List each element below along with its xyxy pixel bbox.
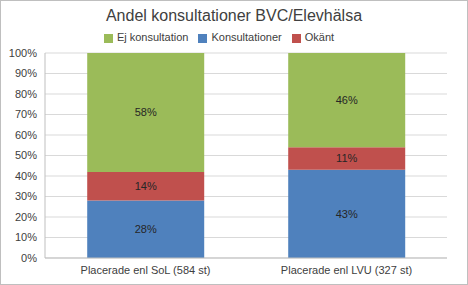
svg-text:Placerade enl SoL (584 st): Placerade enl SoL (584 st) — [81, 264, 211, 276]
svg-text:50%: 50% — [15, 149, 37, 161]
svg-text:100%: 100% — [9, 47, 37, 59]
svg-text:20%: 20% — [15, 211, 37, 223]
svg-text:60%: 60% — [15, 129, 37, 141]
svg-text:10%: 10% — [15, 231, 37, 243]
svg-text:43%: 43% — [336, 208, 358, 220]
svg-text:46%: 46% — [336, 94, 358, 106]
svg-text:28%: 28% — [135, 223, 157, 235]
svg-text:70%: 70% — [15, 108, 37, 120]
svg-text:40%: 40% — [15, 170, 37, 182]
html-text:Konsultationer: Konsultationer — [211, 31, 282, 43]
html-text:Andel konsultationer BVC/Elevh: Andel konsultationer BVC/Elevhälsa — [105, 7, 363, 24]
svg-text:11%: 11% — [336, 152, 357, 164]
svg-text:14%: 14% — [135, 180, 157, 192]
svg-text:Placerade enl LVU (327 st): Placerade enl LVU (327 st) — [281, 264, 412, 276]
svg-text:90%: 90% — [15, 67, 37, 79]
html-text:Okänt: Okänt — [304, 31, 335, 43]
html-text:Ej konsultation: Ej konsultation — [116, 31, 189, 43]
svg-text:80%: 80% — [15, 88, 37, 100]
svg-text:0%: 0% — [21, 252, 37, 264]
svg-text:30%: 30% — [15, 190, 37, 202]
svg-text:58%: 58% — [135, 106, 157, 118]
